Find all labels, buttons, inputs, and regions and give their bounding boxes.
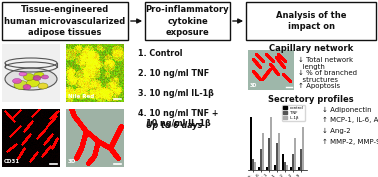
Bar: [298, 167, 300, 170]
Text: ↓ Ang-2: ↓ Ang-2: [322, 128, 351, 134]
Text: 2. 10 ng/ml TNF: 2. 10 ng/ml TNF: [138, 69, 209, 78]
Text: CD31: CD31: [4, 159, 20, 164]
Bar: [254, 162, 256, 170]
Bar: [278, 133, 280, 170]
Ellipse shape: [12, 79, 22, 84]
Bar: [266, 167, 268, 170]
Text: Pro-inflammatory
cytokine
exposure: Pro-inflammatory cytokine exposure: [146, 5, 229, 37]
Bar: [268, 138, 270, 170]
Ellipse shape: [42, 75, 48, 79]
Text: ↑ MMP-2, MMP-9: ↑ MMP-2, MMP-9: [322, 139, 378, 145]
Text: 1. Control: 1. Control: [138, 49, 183, 58]
Bar: [284, 162, 286, 170]
Bar: [270, 117, 272, 170]
Bar: [274, 165, 276, 170]
FancyBboxPatch shape: [2, 44, 60, 102]
Bar: [250, 117, 252, 170]
Text: Nile Red: Nile Red: [68, 94, 94, 99]
Bar: [282, 154, 284, 170]
Ellipse shape: [23, 73, 34, 81]
FancyBboxPatch shape: [145, 2, 230, 40]
Text: Tissue-engineered
human microvascularized
adipose tissues: Tissue-engineered human microvascularize…: [5, 5, 125, 37]
Text: 3D: 3D: [250, 83, 257, 88]
Text: 4. 10 ng/ml TNF +
   10 ng/ml IL-1β: 4. 10 ng/ml TNF + 10 ng/ml IL-1β: [138, 109, 218, 128]
Bar: [276, 143, 278, 170]
Ellipse shape: [5, 68, 57, 90]
Text: Secretory profiles: Secretory profiles: [268, 95, 354, 104]
Ellipse shape: [23, 84, 31, 90]
Text: Capillary network: Capillary network: [269, 44, 353, 53]
FancyBboxPatch shape: [246, 2, 376, 40]
Ellipse shape: [14, 81, 28, 90]
Text: ↓ Adiponectin: ↓ Adiponectin: [322, 107, 372, 113]
Bar: [290, 167, 292, 170]
Bar: [302, 127, 304, 170]
Bar: [258, 167, 260, 170]
Text: ↑ MCP-1, IL-6, Ang-1: ↑ MCP-1, IL-6, Ang-1: [322, 117, 378, 123]
Bar: [300, 149, 302, 170]
Legend: control, TNF, IL-1β: control, TNF, IL-1β: [282, 105, 305, 121]
Ellipse shape: [19, 72, 27, 76]
Bar: [252, 159, 254, 170]
Text: ↓ Total network
  length: ↓ Total network length: [298, 57, 353, 70]
Text: 3D: 3D: [68, 159, 76, 164]
Bar: [292, 154, 294, 170]
Ellipse shape: [33, 76, 41, 81]
Text: Up to 6 days: Up to 6 days: [146, 121, 202, 130]
Ellipse shape: [34, 72, 44, 78]
Bar: [260, 149, 262, 170]
Text: ↓ % of branched
  structures: ↓ % of branched structures: [298, 70, 357, 83]
Ellipse shape: [38, 83, 48, 89]
Ellipse shape: [26, 79, 39, 87]
Bar: [294, 138, 296, 170]
Text: 3. 10 ng/ml IL-1β: 3. 10 ng/ml IL-1β: [138, 89, 214, 98]
Text: Analysis of the
impact on: Analysis of the impact on: [276, 11, 346, 31]
FancyBboxPatch shape: [2, 2, 128, 40]
Bar: [286, 165, 288, 170]
Text: ↑ Apoptosis: ↑ Apoptosis: [298, 83, 340, 89]
Bar: [262, 133, 264, 170]
